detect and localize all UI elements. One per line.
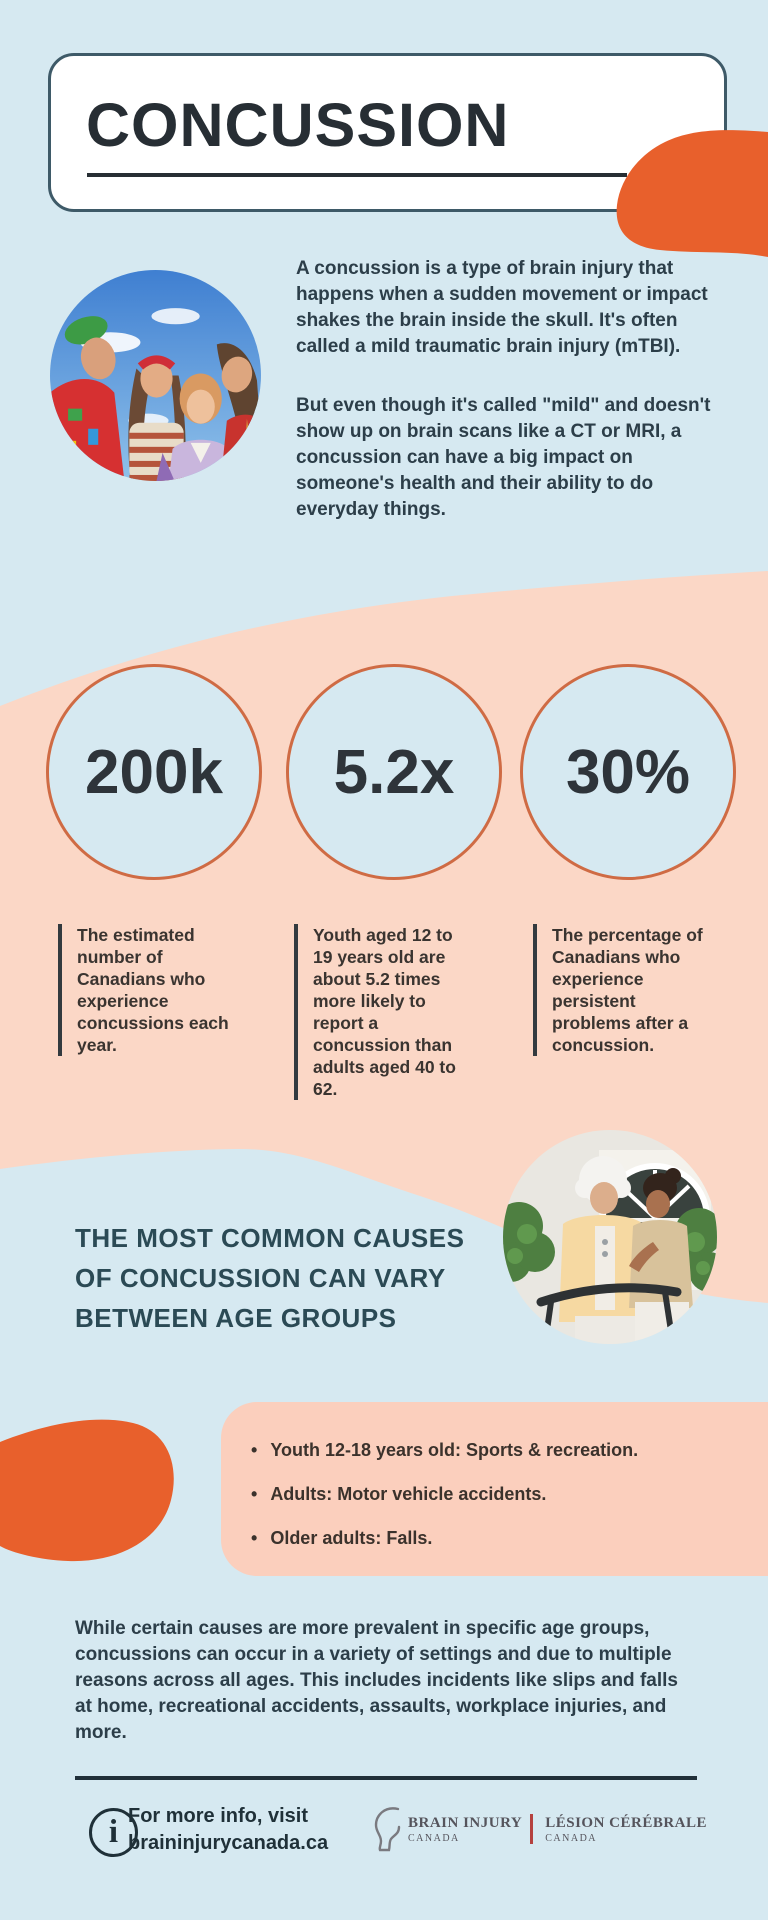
- seniors-photo-illustration: [503, 1130, 717, 1344]
- stat-value: 200k: [85, 737, 223, 807]
- intro-text: A concussion is a type of brain injury t…: [296, 256, 726, 556]
- logo-en-name: BRAIN INJURY: [408, 1814, 523, 1831]
- stat-description: Youth aged 12 to 19 years old are about …: [294, 924, 464, 1100]
- orange-blob-top-right: [616, 130, 768, 257]
- footer-divider: [75, 1776, 697, 1780]
- footer-info-text: For more info, visit braininjurycanada.c…: [128, 1803, 328, 1857]
- bullet-item-adults: Adults: Motor vehicle accidents.: [251, 1482, 768, 1506]
- bullet-item-older-adults: Older adults: Falls.: [251, 1526, 768, 1550]
- intro-paragraph-1: A concussion is a type of brain injury t…: [296, 258, 708, 357]
- logo-english-block: BRAIN INJURY CANADA: [408, 1815, 522, 1844]
- stat-circle-persistent: 30%: [520, 664, 736, 880]
- stat-value: 5.2x: [333, 737, 455, 807]
- stat-circle-annual: 200k: [46, 664, 262, 880]
- orange-blob-left: [0, 1419, 174, 1562]
- stat-description: The estimated number of Canadians who ex…: [58, 924, 234, 1056]
- info-line-2: braininjurycanada.ca: [128, 1832, 329, 1854]
- stat-description: The percentage of Canadians who experien…: [533, 924, 713, 1056]
- info-line-1: For more info, visit: [128, 1805, 309, 1827]
- info-icon: i: [89, 1808, 138, 1857]
- logo-french-block: LÉSION CÉRÉBRALE CANADA: [545, 1815, 707, 1844]
- brand-logo: BRAIN INJURY CANADA LÉSION CÉRÉBRALE CAN…: [372, 1800, 707, 1858]
- intro-paragraph-2: But even though it's called "mild" and d…: [296, 395, 711, 520]
- causes-box: Youth 12-18 years old: Sports & recreati…: [221, 1402, 768, 1576]
- seniors-photo: [503, 1130, 717, 1344]
- causes-bullet-list: Youth 12-18 years old: Sports & recreati…: [251, 1438, 768, 1550]
- stat-circle-youth: 5.2x: [286, 664, 502, 880]
- logo-fr-country: CANADA: [545, 1832, 598, 1844]
- logo-divider: [530, 1814, 534, 1844]
- title-underline: [87, 173, 627, 177]
- page-title: CONCUSSION: [86, 91, 510, 159]
- stat-value: 30%: [565, 737, 691, 807]
- causes-heading: THE MOST COMMON CAUSES OF CONCUSSION CAN…: [75, 1223, 465, 1333]
- logo-en-country: CANADA: [408, 1832, 460, 1844]
- logo-fr-name: LÉSION CÉRÉBRALE: [545, 1814, 708, 1831]
- info-icon-glyph: i: [108, 1814, 119, 1850]
- note-paragraph: While certain causes are more prevalent …: [75, 1618, 678, 1743]
- head-profile-icon: [374, 1807, 401, 1852]
- bullet-item-youth: Youth 12-18 years old: Sports & recreati…: [251, 1438, 768, 1462]
- teens-photo-illustration: [50, 270, 261, 481]
- title-card: [48, 53, 727, 212]
- teens-photo: [50, 270, 261, 481]
